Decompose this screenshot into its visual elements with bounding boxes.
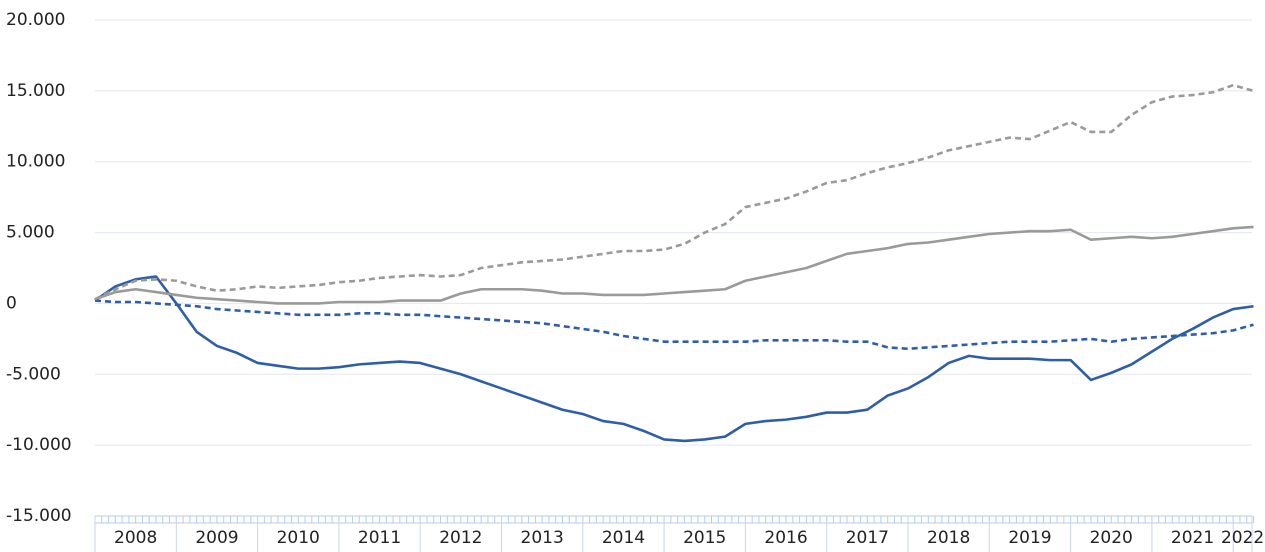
y-tick-label: 0 — [6, 293, 17, 313]
x-tick-label: 2013 — [521, 528, 564, 548]
y-tick-label: -10.000 — [6, 435, 72, 455]
y-tick-label: 10.000 — [6, 152, 65, 172]
x-tick-label: 2022 — [1221, 528, 1264, 548]
x-tick-label: 2016 — [764, 528, 807, 548]
x-tick-label: 2011 — [358, 528, 401, 548]
x-tick-label: 2015 — [683, 528, 726, 548]
x-tick-label: 2009 — [195, 528, 238, 548]
x-tick-label: 2014 — [602, 528, 645, 548]
x-axis-strip — [94, 515, 1253, 524]
x-tick-label: 2012 — [439, 528, 482, 548]
y-tick-label: -5.000 — [6, 364, 61, 384]
series-line — [94, 225, 1254, 305]
x-tick-label: 2019 — [1008, 528, 1051, 548]
series-line — [94, 83, 1254, 301]
series-line — [94, 299, 1254, 351]
series-line — [94, 275, 1254, 443]
x-tick-label: 2020 — [1090, 528, 1133, 548]
y-tick-label: 15.000 — [6, 81, 65, 101]
y-tick-label: 5.000 — [6, 223, 55, 243]
x-tick-label: 2018 — [927, 528, 970, 548]
x-tick-label: 2021 — [1171, 528, 1214, 548]
y-tick-label: 20.000 — [6, 10, 65, 30]
x-tick-label: 2008 — [114, 528, 157, 548]
x-tick-label: 2010 — [277, 528, 320, 548]
x-tick-label: 2017 — [846, 528, 889, 548]
y-tick-label: -15.000 — [6, 506, 72, 526]
